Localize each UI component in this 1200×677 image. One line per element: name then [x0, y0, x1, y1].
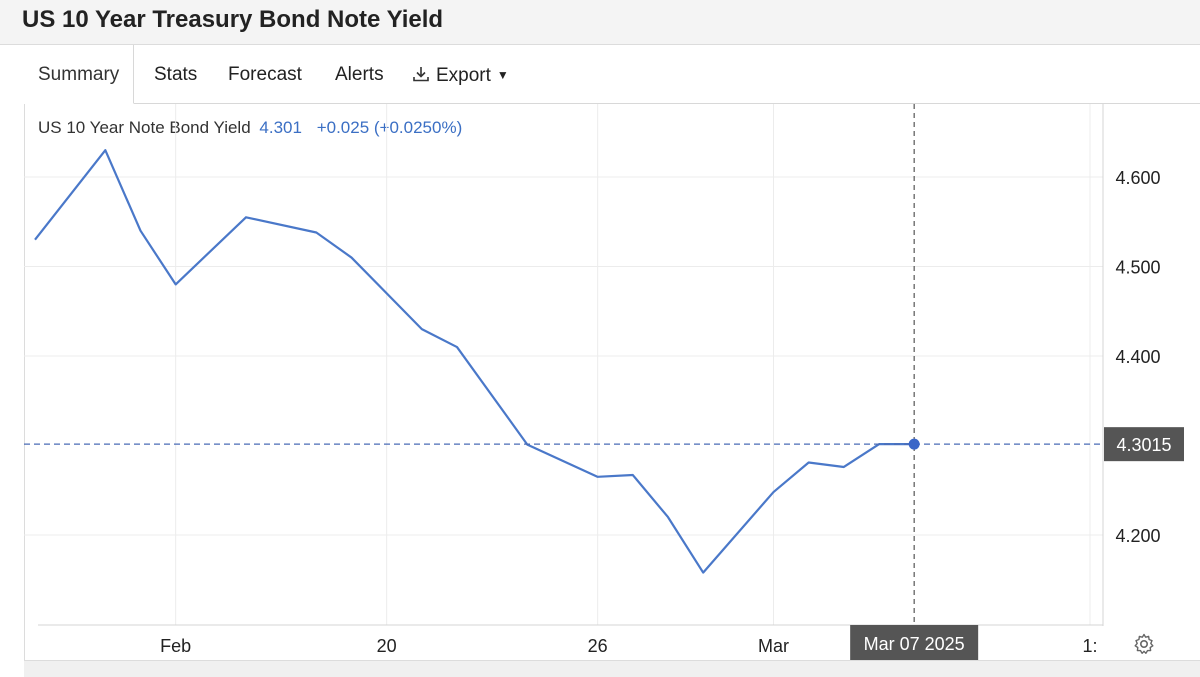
x-tick-label: Feb — [160, 636, 191, 656]
tab-summary[interactable]: Summary — [24, 45, 135, 104]
page-title: US 10 Year Treasury Bond Note Yield — [22, 6, 444, 33]
x-tick-label: 20 — [377, 636, 397, 656]
tab-stats[interactable]: Stats — [154, 64, 198, 85]
x-tick-label: 26 — [588, 636, 608, 656]
y-tick-label: 4.400 — [1115, 347, 1160, 367]
crosshair-point — [908, 438, 920, 450]
x-tick-label: Mar — [758, 636, 789, 656]
download-icon — [412, 48, 430, 108]
gear-icon[interactable] — [1132, 632, 1156, 661]
tab-bar: Summary Stats Forecast Alerts Export ▼ — [24, 45, 1200, 104]
caret-down-icon: ▼ — [496, 68, 509, 82]
crosshair-value-label: 4.3015 — [1116, 435, 1171, 455]
x-tick-label: 1: — [1082, 636, 1097, 656]
tab-alerts[interactable]: Alerts — [335, 64, 384, 85]
export-label: Export — [436, 65, 491, 86]
y-tick-label: 4.500 — [1115, 258, 1160, 278]
navigator-strip[interactable] — [24, 660, 1200, 677]
tab-forecast[interactable]: Forecast — [228, 64, 302, 85]
title-bar: US 10 Year Treasury Bond Note Yield — [0, 0, 1200, 45]
chart-legend: US 10 Year Note Bond Yield 4.301 +0.025 … — [38, 118, 462, 138]
series-line[interactable] — [34, 149, 915, 574]
export-button[interactable]: Export ▼ — [412, 45, 509, 103]
crosshair-date-box — [850, 625, 979, 660]
y-tick-label: 4.600 — [1115, 168, 1160, 188]
y-tick-label: 4.200 — [1115, 526, 1160, 546]
crosshair-date-label: Mar 07 2025 — [864, 634, 965, 654]
chart-panel — [24, 45, 1200, 676]
legend-value: 4.301 — [259, 118, 302, 137]
legend-change: +0.025 (+0.0250%) — [316, 118, 463, 137]
legend-series-name: US 10 Year Note Bond Yield — [38, 118, 251, 137]
crosshair-value-box — [1104, 427, 1184, 462]
